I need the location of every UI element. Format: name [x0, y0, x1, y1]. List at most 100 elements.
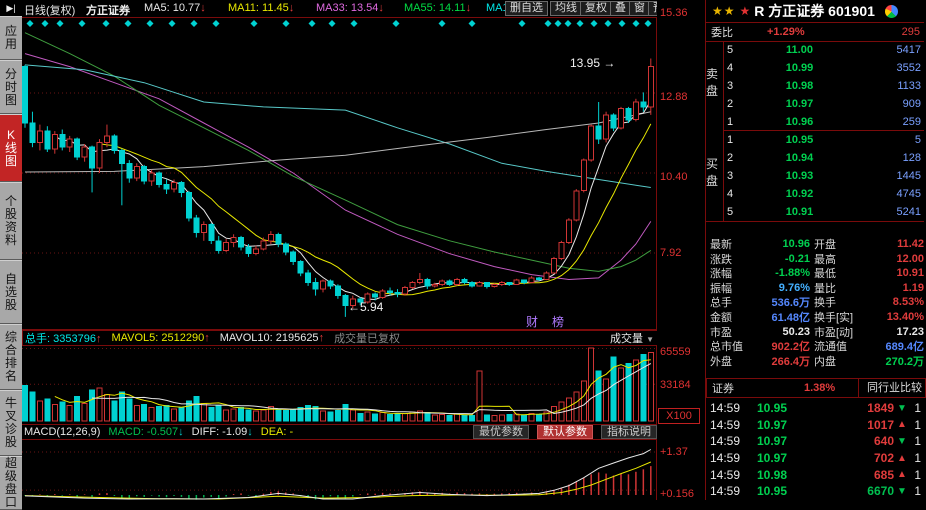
price-axis-label: 7.92	[660, 247, 682, 259]
stat-row: 总手 536.6万 换手 8.53%	[710, 296, 924, 310]
volume-header: 总手: 3353796↑ MAVOL5: 2512290↑ MAVOL10: 2…	[22, 330, 659, 346]
mavol5-label: MAVOL5: 2512290↑	[111, 332, 210, 344]
ma-settings-button[interactable]: 均线	[550, 1, 582, 16]
order-book: 卖盘 买盘 5 11.00 5417 4 10.99 3552 3 10.98 1133 2…	[706, 41, 924, 222]
rank-button[interactable]: 榜	[552, 315, 565, 329]
macd-chart[interactable]	[22, 440, 656, 500]
pie-chart-icon[interactable]	[884, 4, 898, 18]
divider	[22, 17, 705, 18]
sidebar: ▶| 应用 分时图 K线图 个股资料 自选股 综合排名 牛叉诊股 超级盘口	[0, 0, 22, 510]
quote-header: ★★ ★ R 方正证券 601901	[706, 0, 926, 22]
stat-row: 涨幅 -1.88% 最低 10.91	[710, 267, 924, 281]
indicator-dropdown[interactable]: 成交量 ▼	[610, 333, 654, 345]
price-axis: X100 15.36 12.88 10.40 7.92 65559 33184 +1.37 +…	[657, 0, 705, 500]
stat-row: 外盘 266.4万 内盘 270.2万	[710, 355, 924, 368]
macd-title: MACD(12,26,9)	[24, 426, 101, 438]
price-axis-label: 15.36	[660, 7, 688, 19]
tick-row: 14:59 10.95 6670 ▼ 1	[710, 484, 921, 499]
macd-value: MACD: -0.507↓	[108, 426, 184, 438]
stock-title[interactable]: R 方正证券 601901	[754, 3, 875, 19]
divider	[22, 424, 705, 425]
dea-value: DEA: -	[260, 426, 294, 438]
default-params-button[interactable]: 默认参数	[537, 425, 593, 439]
buy-row[interactable]: 5 10.91 5241	[727, 206, 921, 218]
stat-row: 市盈 50.23 市盈[动] 17.23	[710, 325, 924, 339]
collapse-icon[interactable]: ▶|	[0, 0, 22, 16]
stats-block: 最新 10.96 开盘 11.42 涨跌 -0.21 最高 12.00 涨幅 -1.88% 最低…	[706, 236, 924, 368]
sector-label[interactable]: 证券	[712, 383, 734, 395]
book-divider	[723, 130, 924, 131]
buy-row[interactable]: 4 10.92 4745	[727, 188, 921, 200]
sector-change: 1.38%	[804, 382, 836, 394]
sell-side-label: 卖盘	[706, 67, 719, 98]
tick-row: 14:59 10.95 1849 ▼ 1	[710, 401, 921, 416]
weibi-row: 委比 +1.29% 295	[706, 22, 924, 42]
stat-row: 总市值 902.2亿 流通值 689.4亿	[710, 341, 924, 354]
tick-list[interactable]: 14:59 10.95 1849 ▼ 1 14:59 10.97 1017 ▲ 1 14:59 1…	[706, 400, 924, 500]
stat-row: 涨跌 -0.21 最高 12.00	[710, 252, 924, 266]
sell-row[interactable]: 5 11.00 5417	[727, 44, 921, 56]
ma11-value: MA11: 11.45↓	[228, 2, 295, 14]
tick-row: 14:59 10.98 685 ▲ 1	[710, 467, 921, 482]
buy-side-label: 买盘	[706, 157, 719, 188]
ma33-value: MA33: 13.54↓	[316, 2, 384, 14]
period-label[interactable]: 日线(复权)	[24, 5, 76, 17]
stat-row: 金额 61.48亿 换手[实] 13.40%	[710, 310, 924, 324]
buy-row[interactable]: 1 10.95 5	[727, 134, 921, 146]
kline-chart[interactable]	[22, 18, 656, 329]
indicator-help-button[interactable]: 指标说明	[601, 425, 657, 439]
sell-row[interactable]: 1 10.96 259	[727, 116, 921, 128]
adjust-price-button[interactable]: 复权	[580, 1, 612, 16]
sell-row[interactable]: 2 10.97 909	[727, 98, 921, 110]
divider	[22, 329, 705, 330]
sidebar-item-intraday[interactable]: 分时图	[0, 60, 22, 114]
chevron-down-icon: ▼	[646, 335, 654, 344]
macd-axis-label: +1.37	[660, 446, 688, 458]
stock-name-label: 方正证券	[86, 5, 130, 17]
sidebar-item-stock-info[interactable]: 个股资料	[0, 182, 22, 260]
industry-compare-button[interactable]: 同行业比较	[858, 379, 922, 397]
divider	[705, 0, 706, 500]
order-book-side-labels: 卖盘 买盘	[706, 41, 724, 221]
ma55-value: MA55: 14.11↓	[404, 2, 472, 14]
sidebar-item-kline[interactable]: K线图	[0, 114, 22, 182]
weibi-count: 295	[901, 26, 920, 38]
diff-value: DIFF: -1.09↓	[191, 426, 253, 438]
stat-row: 振幅 9.76% 量比 1.19	[710, 281, 924, 295]
sell-row[interactable]: 4 10.99 3552	[727, 62, 921, 74]
sidebar-item-diagnosis[interactable]: 牛叉诊股	[0, 390, 22, 456]
sell-row[interactable]: 3 10.98 1133	[727, 80, 921, 92]
buy-row[interactable]: 2 10.94 128	[727, 152, 921, 164]
weibi-value: +1.29%	[767, 26, 805, 38]
price-axis-label: 10.40	[660, 171, 688, 183]
sector-row: 证券 1.38% 同行业比较	[706, 378, 926, 398]
stat-row: 最新 10.96 开盘 11.42	[710, 238, 924, 251]
high-price-annotation: 13.95 →	[570, 56, 616, 70]
total-volume-label: 总手: 3353796↑	[25, 333, 102, 345]
overlay-button[interactable]: 叠	[610, 1, 631, 16]
macd-header: MACD(12,26,9) MACD: -0.507↓ DIFF: -1.09↓…	[22, 425, 659, 439]
macd-axis-label: +0.156	[660, 488, 694, 500]
window-button[interactable]: 窗	[629, 1, 650, 16]
wealth-button[interactable]: 财	[526, 315, 539, 329]
low-price-annotation: ←5.94	[348, 300, 384, 314]
sidebar-item-super-book[interactable]: 超级盘口	[0, 456, 22, 510]
divider	[656, 17, 657, 500]
delete-watchlist-button[interactable]: 删自选	[505, 1, 548, 16]
adjusted-note: 成交量已复权	[334, 333, 401, 345]
rating-star-red: ★	[739, 4, 751, 18]
tick-row: 14:59 10.97 702 ▲ 1	[710, 451, 921, 466]
volume-chart[interactable]	[22, 346, 656, 424]
volume-axis-label: 33184	[660, 379, 691, 391]
sidebar-item-watchlist[interactable]: 自选股	[0, 260, 22, 324]
sidebar-item-apps[interactable]: 应用	[0, 16, 22, 60]
mavol10-label: MAVOL10: 2195625↑	[219, 332, 325, 344]
optimal-params-button[interactable]: 最优参数	[473, 425, 529, 439]
price-axis-label: 12.88	[660, 91, 688, 103]
sidebar-item-ranking[interactable]: 综合排名	[0, 324, 22, 390]
ma5-value: MA5: 10.77↓	[144, 2, 206, 14]
volume-axis-label: 65559	[660, 346, 691, 358]
buy-row[interactable]: 3 10.93 1445	[727, 170, 921, 182]
